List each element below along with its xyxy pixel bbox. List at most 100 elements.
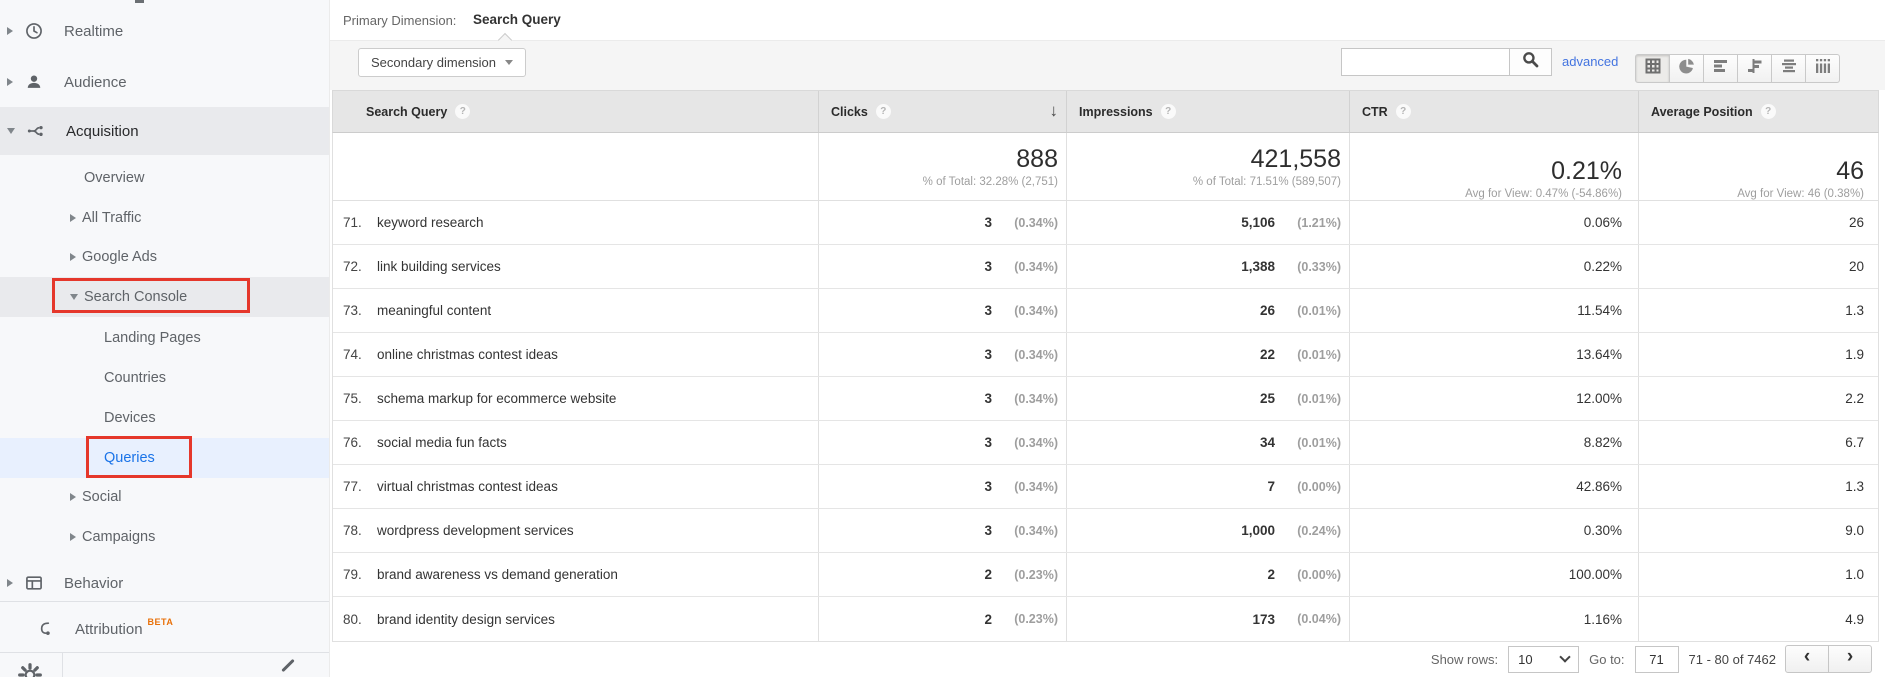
help-icon[interactable]: ? [455,104,471,119]
sidebar-item-realtime[interactable]: Realtime [0,7,329,55]
search-input[interactable] [1341,48,1510,76]
view-toggle-pivot-button[interactable] [1805,54,1840,83]
help-icon[interactable]: ? [1160,104,1176,119]
clicks-cell: 3 (0.34%) [818,201,1066,244]
sidebar-item-label: Attribution [75,620,143,638]
help-icon[interactable]: ? [1395,104,1411,119]
chevron-down-icon[interactable] [70,294,78,300]
sidebar-item-label: Queries [104,450,155,466]
table-row[interactable]: 71. keyword research 3 (0.34%) 5,106 (1.… [333,201,1878,245]
column-header-search-query[interactable]: Search Query ? [333,91,818,132]
table-row[interactable]: 80. brand identity design services 2 (0.… [333,597,1878,641]
summary-impressions-value: 421,558 [1250,145,1341,173]
search-button[interactable] [1510,48,1552,76]
view-toggle-comparison-button[interactable] [1737,54,1772,83]
previous-page-button[interactable]: ‹ [1785,645,1829,673]
column-header-average-position[interactable]: Average Position ? [1638,91,1880,132]
impressions-value: 34 [1259,435,1275,450]
table-row[interactable]: 79. brand awareness vs demand generation… [333,553,1878,597]
view-toggle-performance-button[interactable] [1703,54,1738,83]
clicks-percent: (0.34%) [1014,303,1058,318]
goto-page-input[interactable] [1634,645,1679,673]
secondary-dimension-button[interactable]: Secondary dimension [358,48,527,77]
primary-dimension-value-tab[interactable]: Search Query [473,12,561,27]
impressions-percent: (0.00%) [1297,567,1341,582]
help-icon[interactable]: ? [875,104,891,119]
clipped-item-fragment [135,0,144,3]
table-body: 888 % of Total: 32.28% (2,751) 421,558 %… [332,133,1879,642]
table-row[interactable]: 73. meaningful content 3 (0.34%) 26 (0.0… [333,289,1878,333]
sidebar-item-label: Overview [84,170,145,186]
chevron-right-icon[interactable] [7,27,13,35]
sidebar-item-devices[interactable]: Devices [0,398,329,438]
column-header-ctr[interactable]: CTR ? [1349,91,1638,132]
row-index: 76. [343,435,362,450]
query-text: meaningful content [377,303,492,318]
impressions-cell: 34 (0.01%) [1066,421,1349,464]
chevron-right-icon[interactable] [70,493,76,501]
impressions-cell: 5,106 (1.21%) [1066,201,1349,244]
table-row[interactable]: 74. online christmas contest ideas 3 (0.… [333,333,1878,377]
table-row[interactable]: 72. link building services 3 (0.34%) 1,3… [333,245,1878,289]
sidebar-item-countries[interactable]: Countries [0,358,329,398]
avg-position-cell: 6.7 [1638,421,1880,464]
sidebar-item-google-ads[interactable]: Google Ads [0,237,329,277]
avg-position-cell: 9.0 [1638,509,1880,552]
pagination-range-text: 71 - 80 of 7462 [1688,651,1776,667]
help-icon[interactable]: ? [1760,104,1776,119]
sidebar-item-audience[interactable]: Audience [0,58,329,106]
advanced-search-link[interactable]: advanced [1562,54,1619,69]
clicks-percent: (0.34%) [1014,347,1058,362]
data-table-icon [1645,58,1661,79]
ctr-value: 42.86% [1576,479,1622,494]
chevron-right-icon[interactable] [70,214,76,222]
table-row[interactable]: 76. social media fun facts 3 (0.34%) 34 … [333,421,1878,465]
clicks-value: 2 [984,611,992,627]
pagination-bar: Show rows: 10 Go to: 71 - 80 of 7462 ‹ › [330,641,1872,677]
show-rows-select[interactable]: 10 [1508,645,1580,673]
impressions-percent: (0.00%) [1297,479,1341,494]
sidebar-item-attribution[interactable]: Attribution BETA [0,605,329,653]
table-row[interactable]: 77. virtual christmas contest ideas 3 (0… [333,465,1878,509]
secondary-dimension-label: Secondary dimension [371,55,497,70]
sidebar-item-acquisition[interactable]: Acquisition [0,107,329,155]
sidebar-item-social[interactable]: Social [0,477,329,517]
impressions-value: 26 [1259,303,1275,318]
sidebar-item-campaigns[interactable]: Campaigns [0,517,329,557]
chevron-right-icon[interactable] [70,253,76,261]
ctr-cell: 100.00% [1349,553,1638,596]
query-text: link building services [377,259,501,274]
chevron-right-icon[interactable] [7,579,13,587]
view-toggle-data-table-button[interactable] [1635,54,1670,83]
clicks-value: 3 [984,303,992,318]
chevron-right-icon[interactable] [70,533,76,541]
column-header-clicks[interactable]: Clicks ? ↓ [818,91,1066,132]
table-row[interactable]: 75. schema markup for ecommerce website … [333,377,1878,421]
sidebar-item-label: Acquisition [66,122,139,140]
ctr-value: 1.16% [1583,611,1622,627]
ctr-value: 0.06% [1583,215,1622,230]
impressions-percent: (0.01%) [1297,435,1341,450]
clicks-cell: 3 (0.34%) [818,509,1066,552]
show-rows-label: Show rows: [1430,651,1499,667]
view-toggle-percentage-button[interactable] [1669,54,1704,83]
sidebar-item-overview[interactable]: Overview [0,158,329,198]
table-row[interactable]: 78. wordpress development services 3 (0.… [333,509,1878,553]
collapse-nav-icon[interactable] [281,658,295,673]
sort-descending-icon: ↓ [1049,101,1059,120]
chevron-down-icon[interactable] [7,128,15,134]
chevron-right-icon[interactable] [7,78,13,86]
view-toggle-term-cloud-button[interactable] [1771,54,1806,83]
sidebar-item-behavior[interactable]: Behavior [0,559,329,607]
admin-gear-icon[interactable] [17,662,43,677]
sidebar-item-queries[interactable]: Queries [0,438,329,478]
sidebar-item-all-traffic[interactable]: All Traffic [0,198,329,238]
sidebar-item-label: Campaigns [82,529,156,545]
primary-dimension-label: Primary Dimension: [343,13,457,28]
acquisition-icon [24,121,48,141]
sidebar-item-search-console[interactable]: Search Console [0,277,329,317]
column-header-impressions[interactable]: Impressions ? [1066,91,1349,132]
next-page-button[interactable]: › [1828,645,1872,673]
table-rows: 71. keyword research 3 (0.34%) 5,106 (1.… [333,201,1878,641]
sidebar-item-landing-pages[interactable]: Landing Pages [0,318,329,358]
